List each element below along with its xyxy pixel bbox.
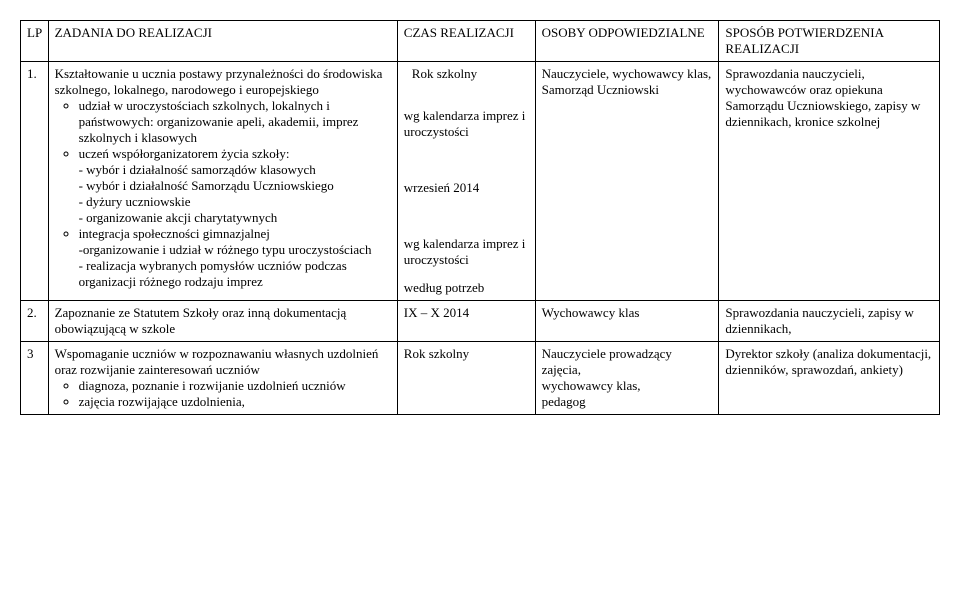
task-subline: - wybór i działalność Samorządu Uczniows… (79, 178, 391, 194)
task-bullet: zajęcia rozwijające uzdolnienia, (79, 394, 391, 410)
task-subline: - wybór i działalność samorządów klasowy… (79, 162, 391, 178)
cell-task: Wspomaganie uczniów w rozpoznawaniu włas… (48, 342, 397, 415)
hdr-zadania: ZADANIA DO REALIZACJI (48, 21, 397, 62)
task-bullet-text: uczeń współorganizatorem życia szkoły: (79, 146, 290, 161)
time-line: Rok szkolny (404, 66, 529, 82)
task-subline: -organizowanie i udział w różnego typu u… (79, 242, 391, 258)
task-bullet: diagnoza, poznanie i rozwijanie uzdolnie… (79, 378, 391, 394)
time-line: wg kalendarza imprez i uroczystości (404, 108, 529, 140)
time-line: wrzesień 2014 (404, 180, 529, 196)
cell-resp: Nauczyciele prowadzący zajęcia, wychowaw… (535, 342, 719, 415)
table-header-row: LP ZADANIA DO REALIZACJI CZAS REALIZACJI… (21, 21, 940, 62)
table-row: 2. Zapoznanie ze Statutem Szkoły oraz in… (21, 301, 940, 342)
task-bullet: integracja społeczności gimnazjalnej -or… (79, 226, 391, 290)
cell-resp: Wychowawcy klas (535, 301, 719, 342)
task-subline: - organizowanie akcji charytatywnych (79, 210, 391, 226)
cell-conf: Sprawozdania nauczycieli, zapisy w dzien… (719, 301, 940, 342)
cell-lp: 2. (21, 301, 49, 342)
cell-resp: Nauczyciele, wychowawcy klas, Samorząd U… (535, 62, 719, 301)
task-lead: Wspomaganie uczniów w rozpoznawaniu włas… (55, 346, 391, 378)
task-bullet: udział w uroczystościach szkolnych, loka… (79, 98, 391, 146)
hdr-osoby: OSOBY ODPOWIEDZIALNE (535, 21, 719, 62)
cell-task: Kształtowanie u ucznia postawy przynależ… (48, 62, 397, 301)
table-row: 3 Wspomaganie uczniów w rozpoznawaniu wł… (21, 342, 940, 415)
realization-table: LP ZADANIA DO REALIZACJI CZAS REALIZACJI… (20, 20, 940, 415)
cell-conf: Dyrektor szkoły (analiza dokumentacji, d… (719, 342, 940, 415)
time-line: wg kalendarza imprez i uroczystości (404, 236, 529, 268)
task-subline: - dyżury uczniowskie (79, 194, 391, 210)
time-line: według potrzeb (404, 280, 529, 296)
hdr-czas: CZAS REALIZACJI (397, 21, 535, 62)
hdr-lp: LP (21, 21, 49, 62)
cell-time: IX – X 2014 (397, 301, 535, 342)
cell-lp: 1. (21, 62, 49, 301)
hdr-sposob: SPOSÓB POTWIERDZENIA REALIZACJI (719, 21, 940, 62)
cell-task: Zapoznanie ze Statutem Szkoły oraz inną … (48, 301, 397, 342)
cell-time: Rok szkolny wg kalendarza imprez i urocz… (397, 62, 535, 301)
task-subline: - realizacja wybranych pomysłów uczniów … (79, 258, 391, 290)
task-lead: Kształtowanie u ucznia postawy przynależ… (55, 66, 391, 98)
task-bullet-text: integracja społeczności gimnazjalnej (79, 226, 270, 241)
task-bullet: uczeń współorganizatorem życia szkoły: -… (79, 146, 391, 226)
cell-conf: Sprawozdania nauczycieli, wychowawców or… (719, 62, 940, 301)
cell-lp: 3 (21, 342, 49, 415)
cell-time: Rok szkolny (397, 342, 535, 415)
table-row: 1. Kształtowanie u ucznia postawy przyna… (21, 62, 940, 301)
